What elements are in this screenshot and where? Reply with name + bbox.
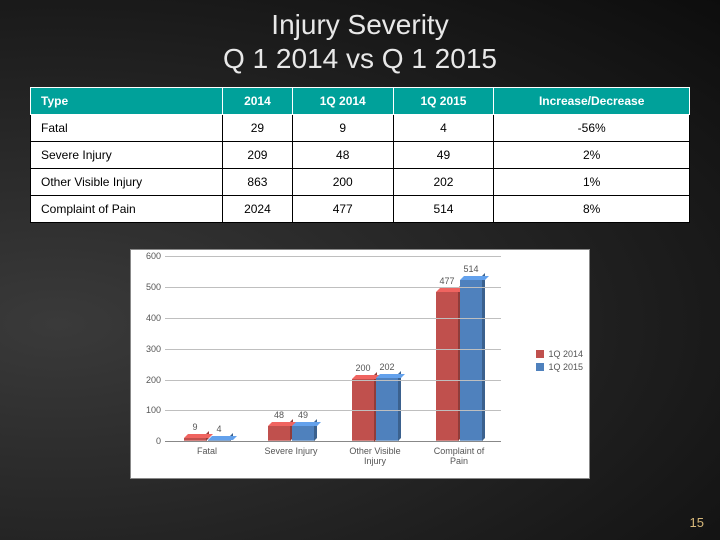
table-cell: Complaint of Pain [31, 196, 223, 223]
table-header: 1Q 2014 [292, 88, 393, 115]
y-tick-label: 200 [135, 375, 161, 385]
bar-group: 477514Complaint ofPain [428, 280, 490, 441]
legend-item: 1Q 2015 [536, 362, 583, 372]
table-cell: 49 [393, 142, 494, 169]
table-header: Type [31, 88, 223, 115]
table-cell: Fatal [31, 115, 223, 142]
table-row: Complaint of Pain20244775148% [31, 196, 690, 223]
bar-value-label: 48 [274, 410, 284, 420]
category-label: Fatal [167, 441, 247, 457]
table-cell: 48 [292, 142, 393, 169]
bar-value-label: 202 [379, 362, 394, 372]
table-cell: Other Visible Injury [31, 169, 223, 196]
bar-value-label: 514 [463, 264, 478, 274]
grid-line [165, 380, 501, 381]
table-cell: 200 [292, 169, 393, 196]
title-line-1: Injury Severity [271, 9, 448, 40]
table-cell: 202 [393, 169, 494, 196]
table-header: 1Q 2015 [393, 88, 494, 115]
bar: 49 [292, 426, 314, 441]
title-line-2: Q 1 2014 vs Q 1 2015 [223, 43, 497, 74]
table-cell: Severe Injury [31, 142, 223, 169]
table-cell: 9 [292, 115, 393, 142]
bar-value-label: 4 [216, 424, 221, 434]
table-cell: 2% [494, 142, 690, 169]
table-cell: 209 [223, 142, 293, 169]
y-tick-label: 100 [135, 405, 161, 415]
bar: 477 [436, 292, 458, 441]
table-cell: 1% [494, 169, 690, 196]
grid-line [165, 349, 501, 350]
bar: 514 [460, 280, 482, 441]
table-header: 2014 [223, 88, 293, 115]
data-table-container: Type20141Q 20141Q 2015Increase/Decrease … [30, 87, 690, 223]
grid-line [165, 256, 501, 257]
slide-title: Injury Severity Q 1 2014 vs Q 1 2015 [0, 0, 720, 75]
legend-swatch [536, 363, 544, 371]
bar-value-label: 200 [355, 363, 370, 373]
table-cell: 863 [223, 169, 293, 196]
bar-group: 4849Severe Injury [260, 426, 322, 441]
grid-line [165, 287, 501, 288]
table-cell: 514 [393, 196, 494, 223]
bar-value-label: 9 [192, 422, 197, 432]
table-header: Increase/Decrease [494, 88, 690, 115]
chart-legend: 1Q 2014 1Q 2015 [536, 346, 583, 375]
table-cell: 477 [292, 196, 393, 223]
legend-item: 1Q 2014 [536, 349, 583, 359]
bar-group: 94Fatal [176, 438, 238, 441]
page-number: 15 [690, 515, 704, 530]
bar: 48 [268, 426, 290, 441]
table-row: Severe Injury20948492% [31, 142, 690, 169]
table-row: Fatal2994-56% [31, 115, 690, 142]
table-cell: 4 [393, 115, 494, 142]
category-label: Other VisibleInjury [335, 441, 415, 467]
data-table: Type20141Q 20141Q 2015Increase/Decrease … [30, 87, 690, 223]
legend-swatch [536, 350, 544, 358]
category-label: Severe Injury [251, 441, 331, 457]
y-tick-label: 600 [135, 251, 161, 261]
plot-region: 94Fatal4849Severe Injury200202Other Visi… [165, 256, 501, 442]
table-row: Other Visible Injury8632002021% [31, 169, 690, 196]
y-tick-label: 0 [135, 436, 161, 446]
bar-chart: 94Fatal4849Severe Injury200202Other Visi… [130, 249, 590, 479]
legend-label: 1Q 2015 [548, 362, 583, 372]
y-tick-label: 500 [135, 282, 161, 292]
y-tick-label: 400 [135, 313, 161, 323]
table-cell: 2024 [223, 196, 293, 223]
legend-label: 1Q 2014 [548, 349, 583, 359]
category-label: Complaint ofPain [419, 441, 499, 467]
bar-value-label: 477 [439, 276, 454, 286]
table-cell: -56% [494, 115, 690, 142]
grid-line [165, 410, 501, 411]
table-cell: 8% [494, 196, 690, 223]
y-tick-label: 300 [135, 344, 161, 354]
grid-line [165, 318, 501, 319]
bar-value-label: 49 [298, 410, 308, 420]
table-cell: 29 [223, 115, 293, 142]
plot-area: 94Fatal4849Severe Injury200202Other Visi… [165, 256, 501, 442]
